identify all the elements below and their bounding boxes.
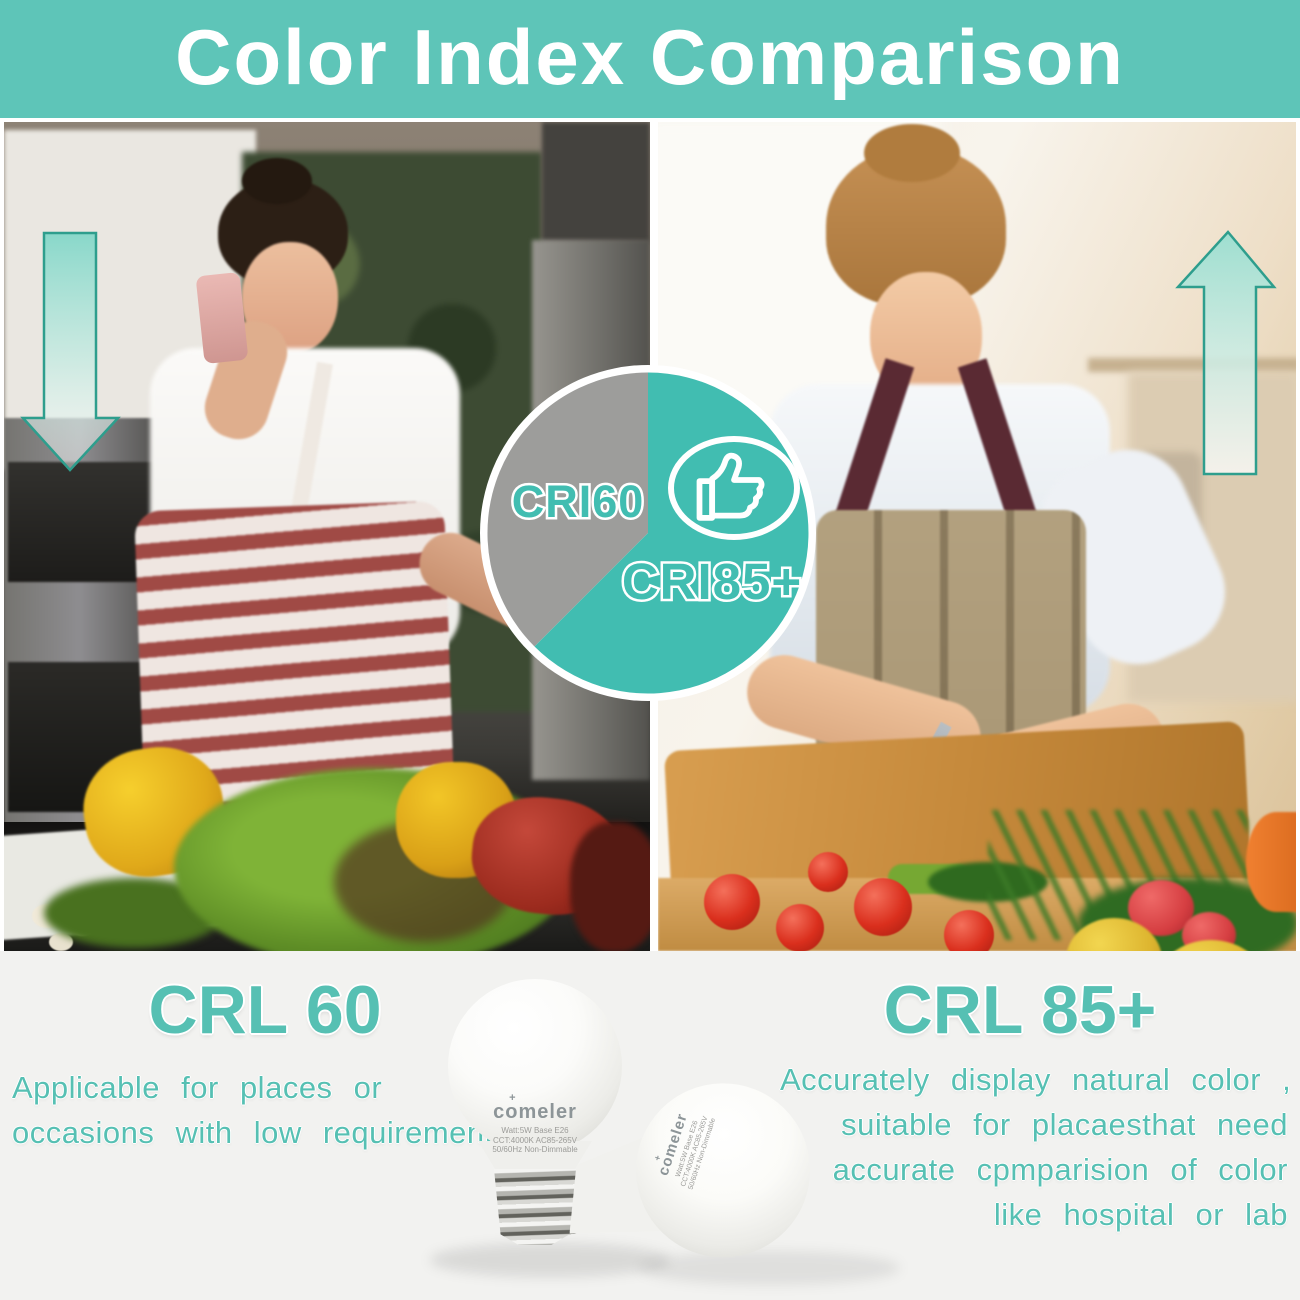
cri85-heading: CRL 85+ (883, 972, 1157, 1048)
bulb-neck (478, 1141, 592, 1171)
tomato-shape (808, 852, 848, 892)
tomato-shape (776, 904, 824, 951)
cri60-heading: CRL 60 (148, 972, 382, 1048)
phone-shape (195, 271, 249, 365)
product-bulbs: comeler + Watt:5W Base E26 CCT:4000K AC85… (0, 951, 1300, 1300)
range-hood-shape (542, 122, 650, 242)
spec-line: Watt:5W Base E26 (501, 1126, 569, 1135)
hair-bun-shape (864, 124, 960, 182)
bulb-shadow (430, 1243, 670, 1277)
hair-bun-shape (242, 158, 312, 204)
cri85-description: Accurately display natural color , suita… (780, 1057, 1300, 1237)
thumbs-up-icon (668, 436, 800, 540)
bulb-shadow (640, 1251, 900, 1285)
details-section: CRL 60 Applicable for places or occasion… (0, 951, 1300, 1300)
cri60-details: CRL 60 Applicable for places or occasion… (0, 967, 494, 1155)
description-line: suitable for placaesthat need (841, 1107, 1288, 1142)
page-title: Color Index Comparison (175, 13, 1125, 101)
dark-pepper-shape (570, 822, 650, 951)
tomato-shape (854, 878, 912, 936)
bulb-specs: Watt:5W Base E26 CCT:4000K AC85-265V 50/… (448, 1126, 622, 1155)
cri85-details: CRL 85+ Accurately display natural color… (780, 967, 1300, 1237)
spec-line: 50/60Hz Non-Dimmable (492, 1145, 578, 1154)
tomato-shape (944, 910, 994, 951)
cri85-wedge (534, 372, 809, 694)
description-line: occasions with low requirement (12, 1115, 494, 1150)
brand-logo: comeler + (493, 1092, 577, 1123)
cri60-wedge (487, 372, 648, 647)
orange-slice-shape (1246, 812, 1296, 912)
spec-line: CCT:4000K AC85-265V (492, 1135, 578, 1145)
bulb-print: comeler + Watt:5W Base E26 CCT:4000K AC85… (448, 1092, 622, 1155)
bulb-globe (448, 979, 622, 1153)
bulb-screw-base (494, 1169, 576, 1245)
banner: Color Index Comparison (0, 0, 1300, 118)
brand-plus-mark: + (509, 1092, 517, 1104)
description-line: Applicable for places or (12, 1070, 383, 1105)
down-arrow-icon (20, 231, 121, 472)
photo-low-cri (4, 122, 650, 951)
description-line: like hospital or lab (993, 1197, 1288, 1232)
tomato-shape (704, 874, 760, 930)
description-line: accurate cpmparision of color (832, 1152, 1288, 1187)
cri60-description: Applicable for places or occasions with … (0, 1065, 494, 1155)
cri60-label: CRI60 (512, 476, 645, 527)
up-arrow-icon (1175, 230, 1277, 476)
yellow-fruit-shape (1156, 940, 1266, 951)
description-line: Accurately display natural color , (780, 1062, 1292, 1097)
cri-badge: CRI60 CRI85+ (480, 365, 816, 701)
oven-shape (8, 462, 158, 582)
cri85-label: CRI85+ (622, 553, 802, 610)
